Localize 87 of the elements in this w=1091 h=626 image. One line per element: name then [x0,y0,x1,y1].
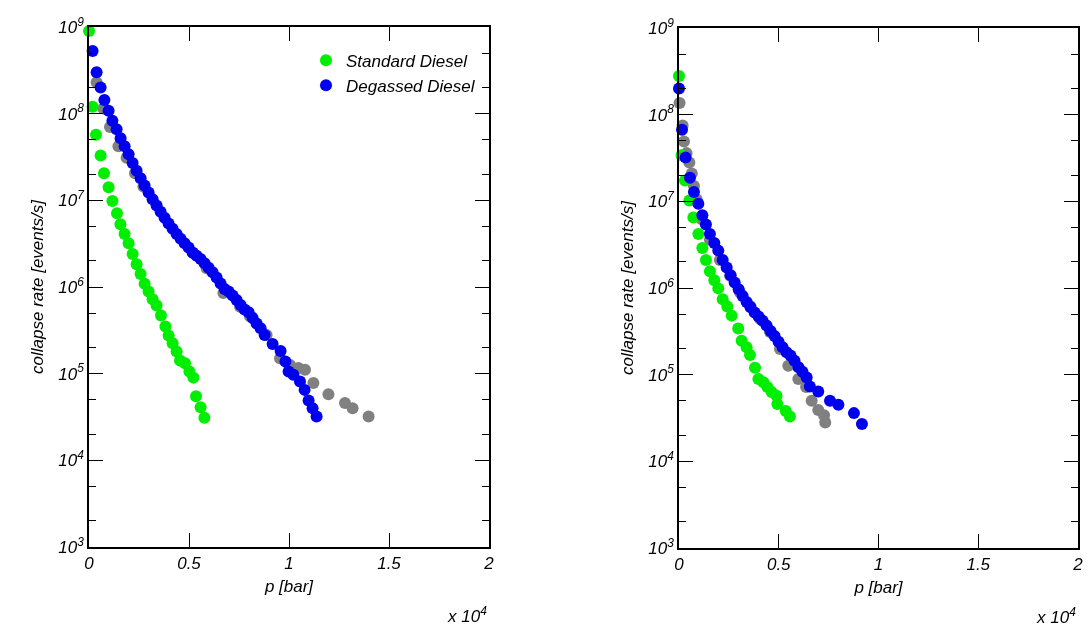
point [310,410,323,423]
point [712,282,725,295]
point [198,411,211,424]
point [130,258,143,271]
point [111,207,123,220]
point [266,337,279,350]
x-tick-label: 1 [284,554,294,574]
text: x 10$^{4}$ [1036,605,1077,626]
point [725,309,738,322]
point [699,254,712,267]
y-tick-label: 10$^{5}$ [58,361,85,384]
point [696,241,709,254]
point [102,104,115,117]
point [692,227,705,240]
y-axis-title: collapse rate [events/s] [28,198,48,374]
point [155,309,167,322]
x-tick-label: 0.5 [766,555,792,575]
point [98,93,111,106]
x-tick-label: 1.5 [377,554,402,574]
point [847,407,860,420]
x-axis-title: p [bar] [853,578,904,598]
point [812,385,825,398]
x-tick-label: 0 [674,555,685,575]
point [194,401,207,414]
point [190,390,202,403]
x-tick-label: 2 [483,554,495,574]
y-tick-label: 10$^{5}$ [648,362,675,385]
point [126,248,139,261]
x-tick-label: 0.5 [177,554,202,574]
point [749,361,762,374]
point [783,410,796,423]
point [683,171,696,184]
y-tick-label: 10$^{8}$ [648,102,675,125]
point [90,66,103,79]
point [346,402,359,415]
point [721,300,734,313]
point [98,167,110,180]
point [699,218,712,231]
x-axis-title: p [bar] [263,577,315,597]
y-tick-label: 10$^{7}$ [58,188,85,211]
y-tick-label: 10$^{4}$ [58,448,85,471]
point [134,268,147,281]
point [692,197,705,210]
y-tick-label: 10$^{3}$ [58,534,85,557]
y-tick-label: 10$^{7}$ [648,189,675,212]
point [712,244,725,257]
point [106,195,119,208]
point [122,237,135,250]
point [150,299,163,312]
y-tick-label: 10$^{6}$ [58,274,85,297]
y-tick-label: 10$^{6}$ [648,275,675,298]
point [362,410,375,423]
point [274,344,287,357]
x-tick-label: 1 [873,555,884,575]
point [805,394,818,407]
point [94,149,107,162]
point [687,186,700,199]
point [744,348,757,361]
x-tick-label: 1.5 [966,555,991,575]
y-tick-label: 10$^{4}$ [648,449,675,472]
y-axis-title: collapse rate [events/s] [618,199,638,375]
point [102,181,115,194]
text: x 10$^{4}$ [447,604,488,626]
legend-label: Standard Diesel [346,51,469,71]
y-tick-label: 10$^{3}$ [648,535,675,558]
point [279,355,292,368]
point [299,363,311,376]
point [832,398,845,411]
point [114,218,127,231]
legend-label: Degassed Diesel [346,76,476,96]
point [298,383,311,396]
y-tick-label: 10$^{8}$ [58,101,85,124]
point [696,209,709,222]
y-tick-label: 10$^{9}$ [648,15,675,38]
point [90,128,102,141]
point [703,265,716,278]
point [679,151,692,164]
point [94,81,107,94]
x-tick-label: 0 [84,554,95,574]
point [732,322,745,335]
point [307,377,320,390]
point [855,417,868,430]
point [703,227,716,240]
x-tick-label: 2 [1072,555,1084,575]
point [322,388,335,401]
point [187,371,200,384]
y-tick-label: 10$^{9}$ [58,14,85,37]
